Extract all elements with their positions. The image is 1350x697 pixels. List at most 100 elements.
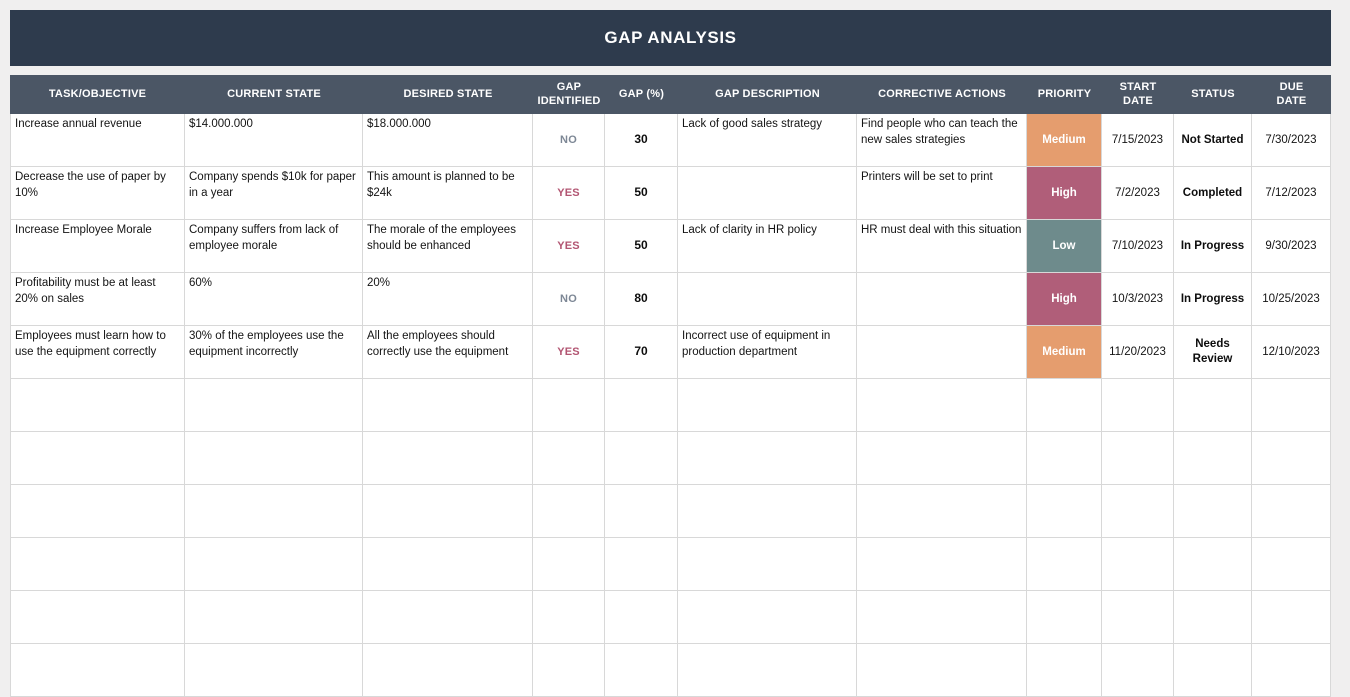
empty-cell-gap_pct[interactable] [605,379,678,432]
cell-gap_identified[interactable]: YES [533,220,605,273]
cell-description[interactable] [678,167,857,220]
cell-due[interactable]: 10/25/2023 [1252,273,1331,326]
cell-priority[interactable]: High [1027,273,1102,326]
empty-cell-task[interactable] [10,432,185,485]
empty-cell-start[interactable] [1102,538,1174,591]
empty-cell-status[interactable] [1174,379,1252,432]
empty-cell-priority[interactable] [1027,379,1102,432]
empty-cell-priority[interactable] [1027,644,1102,697]
cell-start[interactable]: 10/3/2023 [1102,273,1174,326]
empty-cell-status[interactable] [1174,591,1252,644]
empty-cell-current[interactable] [185,591,363,644]
empty-cell-desired[interactable] [363,432,533,485]
cell-priority[interactable]: Low [1027,220,1102,273]
empty-cell-current[interactable] [185,379,363,432]
empty-cell-description[interactable] [678,379,857,432]
empty-cell-due[interactable] [1252,379,1331,432]
empty-cell-due[interactable] [1252,432,1331,485]
empty-cell-start[interactable] [1102,591,1174,644]
cell-task[interactable]: Decrease the use of paper by 10% [10,167,185,220]
empty-cell-start[interactable] [1102,432,1174,485]
cell-due[interactable]: 7/12/2023 [1252,167,1331,220]
cell-gap_pct[interactable]: 70 [605,326,678,379]
cell-status[interactable]: Not Started [1174,114,1252,167]
empty-cell-start[interactable] [1102,379,1174,432]
cell-task[interactable]: Increase Employee Morale [10,220,185,273]
empty-cell-description[interactable] [678,432,857,485]
empty-cell-priority[interactable] [1027,538,1102,591]
empty-cell-action[interactable] [857,591,1027,644]
empty-cell-action[interactable] [857,538,1027,591]
empty-cell-status[interactable] [1174,485,1252,538]
empty-cell-priority[interactable] [1027,485,1102,538]
empty-cell-gap_pct[interactable] [605,644,678,697]
empty-cell-status[interactable] [1174,432,1252,485]
cell-desired[interactable]: 20% [363,273,533,326]
empty-cell-desired[interactable] [363,644,533,697]
cell-gap_identified[interactable]: NO [533,114,605,167]
empty-cell-task[interactable] [10,591,185,644]
empty-cell-description[interactable] [678,644,857,697]
empty-cell-description[interactable] [678,591,857,644]
cell-due[interactable]: 7/30/2023 [1252,114,1331,167]
empty-cell-desired[interactable] [363,379,533,432]
empty-cell-current[interactable] [185,644,363,697]
cell-action[interactable]: Find people who can teach the new sales … [857,114,1027,167]
cell-gap_pct[interactable]: 50 [605,167,678,220]
cell-desired[interactable]: This amount is planned to be $24k [363,167,533,220]
empty-cell-due[interactable] [1252,644,1331,697]
empty-cell-gap_identified[interactable] [533,432,605,485]
empty-cell-priority[interactable] [1027,432,1102,485]
empty-cell-current[interactable] [185,485,363,538]
cell-gap_pct[interactable]: 50 [605,220,678,273]
cell-action[interactable]: Printers will be set to print [857,167,1027,220]
empty-cell-description[interactable] [678,538,857,591]
cell-desired[interactable]: All the employees should correctly use t… [363,326,533,379]
cell-current[interactable]: Company spends $10k for paper in a year [185,167,363,220]
cell-gap_pct[interactable]: 80 [605,273,678,326]
empty-cell-due[interactable] [1252,485,1331,538]
empty-cell-current[interactable] [185,432,363,485]
cell-start[interactable]: 7/10/2023 [1102,220,1174,273]
empty-cell-priority[interactable] [1027,591,1102,644]
cell-gap_identified[interactable]: YES [533,167,605,220]
empty-cell-gap_pct[interactable] [605,538,678,591]
empty-cell-action[interactable] [857,644,1027,697]
cell-gap_pct[interactable]: 30 [605,114,678,167]
cell-gap_identified[interactable]: NO [533,273,605,326]
empty-cell-start[interactable] [1102,485,1174,538]
cell-gap_identified[interactable]: YES [533,326,605,379]
empty-cell-due[interactable] [1252,538,1331,591]
cell-status[interactable]: Completed [1174,167,1252,220]
cell-task[interactable]: Profitability must be at least 20% on sa… [10,273,185,326]
empty-cell-gap_pct[interactable] [605,485,678,538]
cell-desired[interactable]: The morale of the employees should be en… [363,220,533,273]
empty-cell-description[interactable] [678,485,857,538]
empty-cell-task[interactable] [10,538,185,591]
cell-current[interactable]: Company suffers from lack of employee mo… [185,220,363,273]
empty-cell-gap_identified[interactable] [533,379,605,432]
cell-task[interactable]: Increase annual revenue [10,114,185,167]
cell-description[interactable] [678,273,857,326]
empty-cell-gap_identified[interactable] [533,485,605,538]
empty-cell-task[interactable] [10,485,185,538]
empty-cell-gap_identified[interactable] [533,591,605,644]
cell-status[interactable]: In Progress [1174,220,1252,273]
cell-due[interactable]: 12/10/2023 [1252,326,1331,379]
cell-start[interactable]: 7/2/2023 [1102,167,1174,220]
empty-cell-gap_identified[interactable] [533,644,605,697]
empty-cell-due[interactable] [1252,591,1331,644]
empty-cell-gap_pct[interactable] [605,432,678,485]
cell-desired[interactable]: $18.000.000 [363,114,533,167]
empty-cell-gap_pct[interactable] [605,591,678,644]
empty-cell-desired[interactable] [363,538,533,591]
empty-cell-start[interactable] [1102,644,1174,697]
cell-priority[interactable]: Medium [1027,114,1102,167]
empty-cell-action[interactable] [857,485,1027,538]
cell-description[interactable]: Lack of clarity in HR policy [678,220,857,273]
empty-cell-status[interactable] [1174,644,1252,697]
cell-action[interactable] [857,273,1027,326]
empty-cell-action[interactable] [857,432,1027,485]
cell-current[interactable]: $14.000.000 [185,114,363,167]
empty-cell-task[interactable] [10,379,185,432]
